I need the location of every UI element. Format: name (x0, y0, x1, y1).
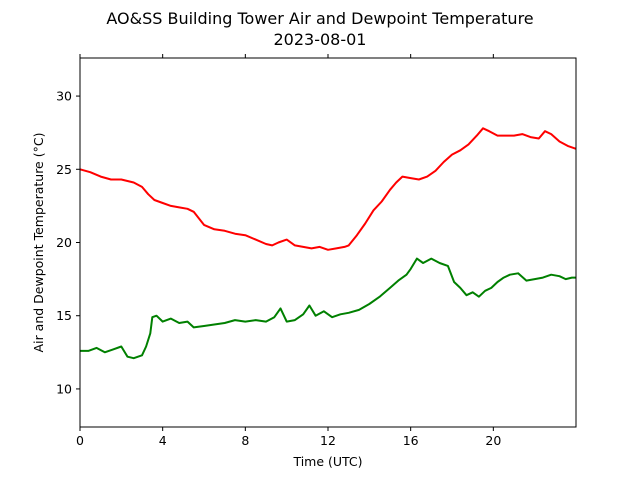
x-tick-label: 20 (485, 433, 501, 448)
chart-title: AO&SS Building Tower Air and Dewpoint Te… (106, 9, 533, 28)
x-tick-label: 4 (159, 433, 167, 448)
plot-frame (79, 57, 577, 428)
y-axis-label: Air and Dewpoint Temperature (°C) (31, 133, 46, 353)
x-tick-label: 16 (403, 433, 419, 448)
x-axis-label: Time (UTC) (292, 454, 362, 469)
x-tick-label: 8 (241, 433, 249, 448)
y-tick-label: 10 (56, 381, 72, 396)
x-tick-label: 12 (320, 433, 336, 448)
x-tick-label: 0 (76, 433, 84, 448)
y-tick-label: 25 (56, 162, 72, 177)
series-line-1 (79, 127, 577, 251)
chart-subtitle: 2023-08-01 (274, 30, 367, 49)
y-axis-ticks: 10 15 20 25 30 (56, 89, 80, 396)
y-tick-label: 15 (56, 308, 72, 323)
series-line-2 (80, 257, 576, 360)
y-tick-label: 30 (56, 89, 72, 104)
series-layer (79, 127, 577, 360)
x-axis-ticks: 0 4 8 12 16 20 (76, 54, 501, 448)
y-tick-label: 20 (56, 235, 72, 250)
